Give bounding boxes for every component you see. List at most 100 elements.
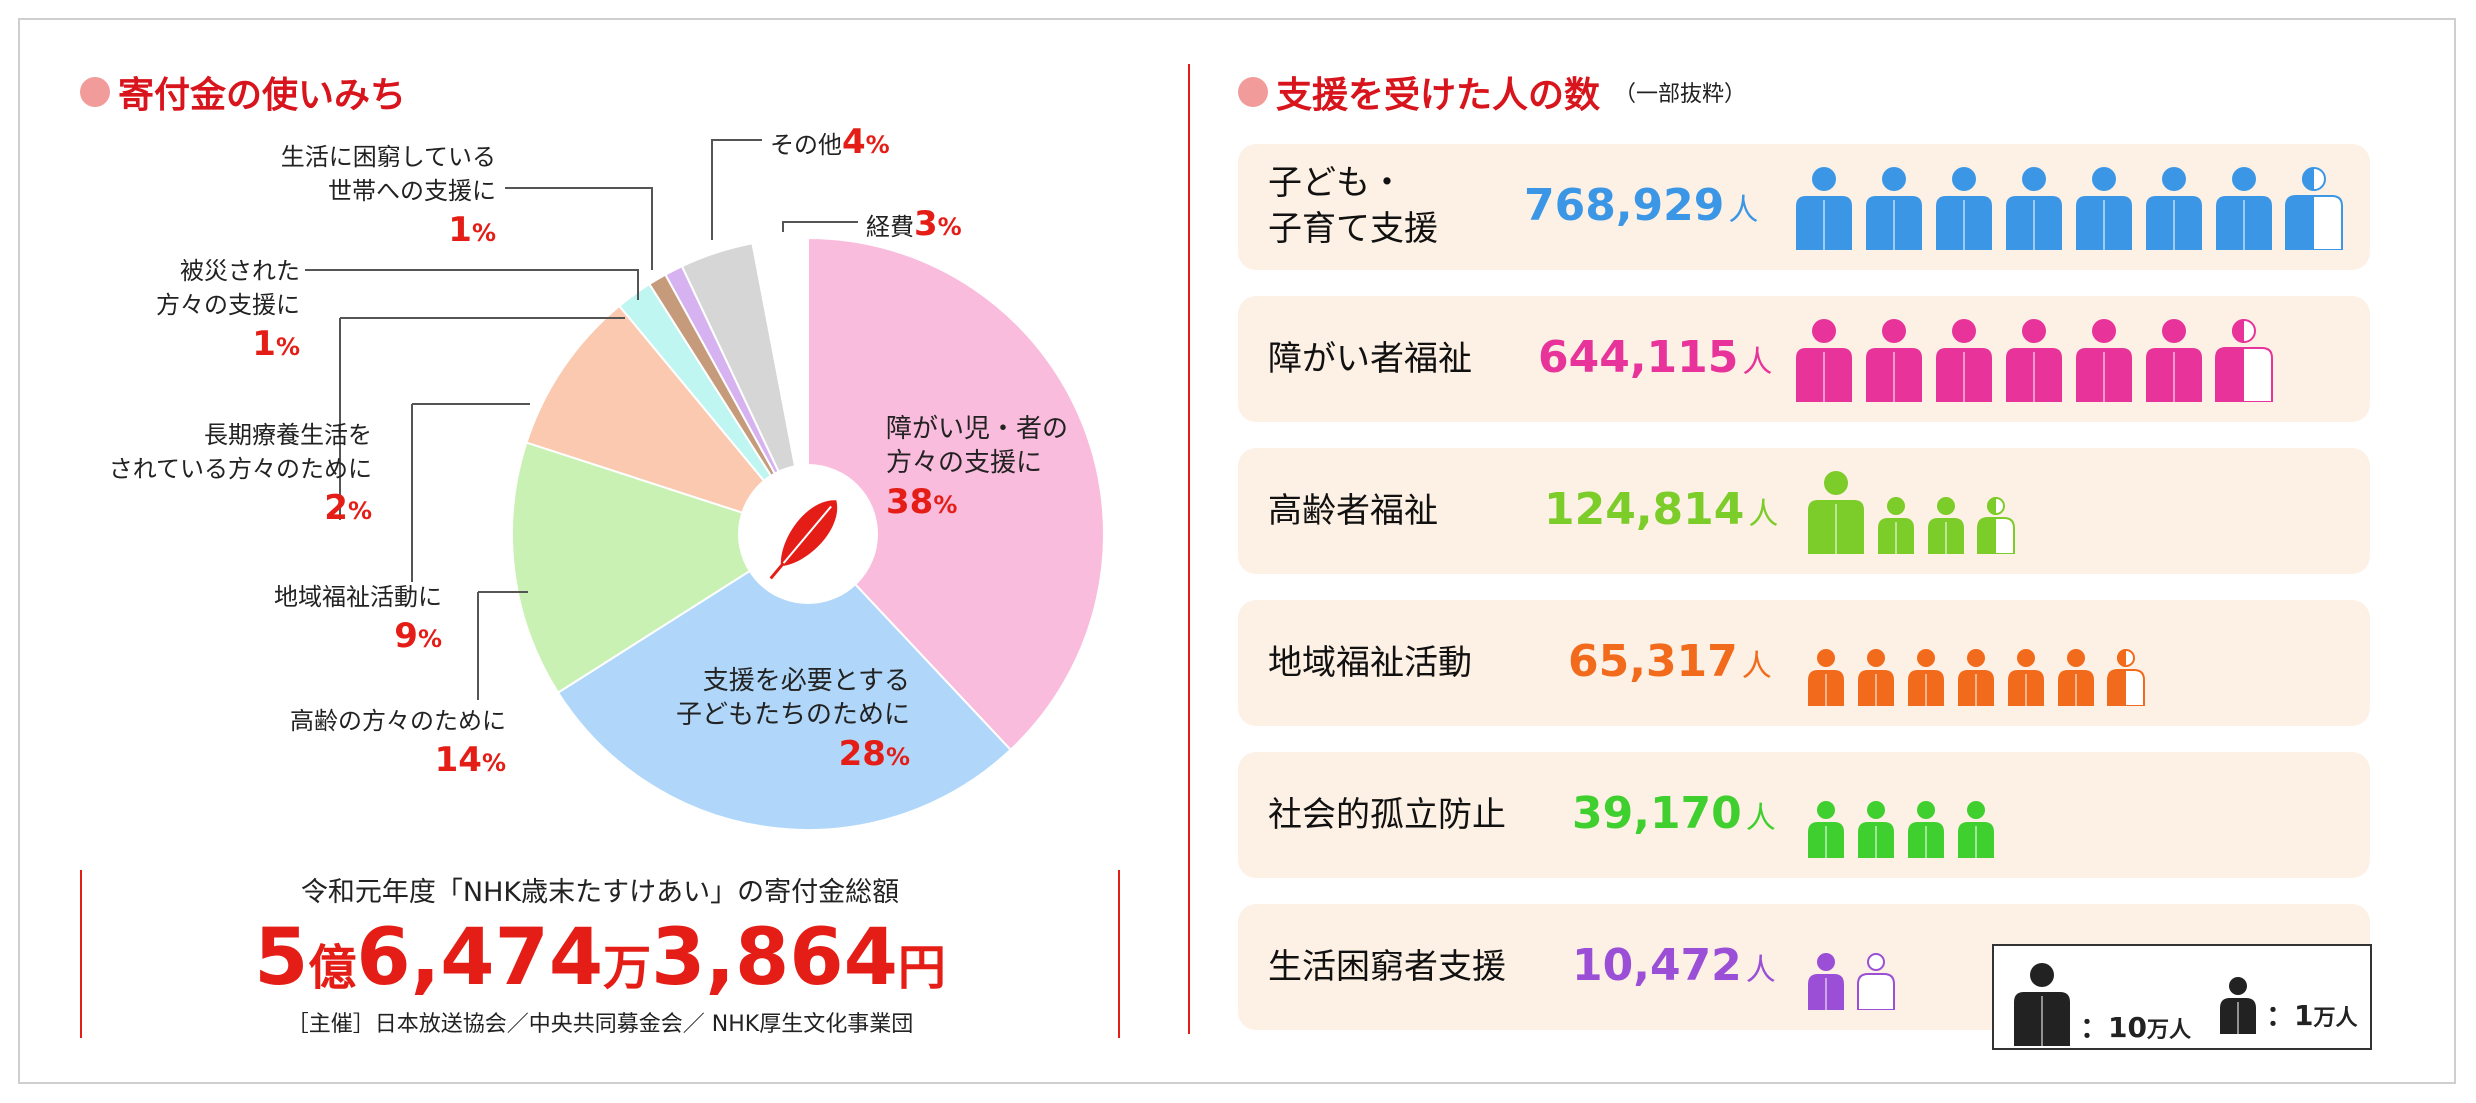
label-kodomo: 支援を必要とする 子どもたちのために 28% <box>676 664 910 779</box>
bullet-dot-icon <box>80 77 110 107</box>
person-small-icon <box>1858 801 1894 858</box>
row-count: 124,814 人 <box>1544 480 1778 545</box>
row-count: 10,472 人 <box>1572 936 1776 1001</box>
row-icons <box>1804 622 2154 706</box>
row-label: 地域福祉活動 <box>1268 643 1472 683</box>
support-row: 子ども・子育て支援 768,929 人 <box>1238 144 2370 270</box>
person-big-icon <box>1936 167 1992 250</box>
label-shougai: 障がい児・者の 方々の支援に 38% <box>886 412 1068 527</box>
person-big-icon <box>1808 471 1864 554</box>
callout-seikatsu: 生活に困窮している 世帯への支援に 1% <box>281 140 496 255</box>
row-count: 644,115 人 <box>1538 328 1772 393</box>
callout-keihi-label: 経費 <box>866 213 914 241</box>
label-shougai-pct: 38% <box>886 482 958 522</box>
row-label: 障がい者福祉 <box>1268 339 1472 379</box>
person-big-icon <box>1936 319 1992 402</box>
person-small-icon <box>1958 649 1994 706</box>
row-label-line1: 子ども・ <box>1268 163 1404 203</box>
callout-koureii: 高齢の方々のために 14% <box>290 704 506 785</box>
row-count-value: 10,472 <box>1572 940 1742 991</box>
total-amount: 5億6,474万3,864円 <box>254 913 946 1003</box>
person-big-icon <box>2076 167 2132 250</box>
callout-keihi-pct: 3% <box>914 204 962 244</box>
total-right-rule <box>1118 870 1120 1038</box>
support-row: 高齢者福祉 124,814 人 <box>1238 448 2370 574</box>
person-big-icon <box>1866 319 1922 402</box>
pie-chart-area: 生活に困窮している 世帯への支援に 1% 被災された 方々の支援に 1% 長期療… <box>0 0 1180 860</box>
person-big-icon <box>2215 319 2273 402</box>
row-count-value: 644,115 <box>1538 332 1739 383</box>
callout-hisai-line1: 被災された <box>180 257 300 285</box>
row-icons <box>1804 470 2024 554</box>
row-label: 子ども・ 子育て支援 <box>1268 160 1438 252</box>
person-big-icon <box>2006 167 2062 250</box>
leader-line-8 <box>711 139 762 240</box>
bullet-dot-icon <box>1238 77 1268 107</box>
callout-hisai-line2: 方々の支援に <box>156 291 300 319</box>
row-count-value: 65,317 <box>1568 636 1738 687</box>
callout-chouki-line2: されている方々のために <box>108 455 372 483</box>
legend-small-text: ：1万人 <box>2266 999 2358 1032</box>
row-count-unit: 人 <box>1748 497 1779 532</box>
left-section-title: 寄付金の使いみち <box>80 66 406 118</box>
total-left-rule <box>80 870 82 1038</box>
callout-sonota: その他4% <box>770 120 890 167</box>
label-kodomo-line1: 支援を必要とする <box>702 666 911 696</box>
person-small-icon <box>1928 497 1964 554</box>
callout-hisai-pct: 1% <box>252 324 300 364</box>
row-icons <box>1804 774 2004 858</box>
row-count-unit: 人 <box>1745 953 1776 988</box>
person-big-icon <box>2146 319 2202 402</box>
legend-big-text: ：10万人 <box>2080 1011 2191 1044</box>
right-section-title: 支援を受けた人の数 （一部抜粋） <box>1238 66 1746 118</box>
row-count: 768,929 人 <box>1524 176 1758 241</box>
person-big-icon <box>2010 962 2074 1050</box>
person-small-icon <box>2216 976 2260 1038</box>
support-row: 地域福祉活動 65,317 人 <box>1238 600 2370 726</box>
pie-slice-2 <box>511 441 811 694</box>
callout-seikatsu-pct: 1% <box>448 210 496 250</box>
row-count: 65,317 人 <box>1568 632 1772 697</box>
row-count-value: 39,170 <box>1572 788 1742 839</box>
leader-line-1 <box>305 269 639 300</box>
callout-chiiki: 地域福祉活動に 9% <box>274 580 442 661</box>
person-small-icon <box>2107 649 2145 706</box>
row-count-value: 124,814 <box>1544 484 1745 535</box>
person-small-icon <box>1958 801 1994 858</box>
total-footer: ［主催］日本放送協会／中央共同募金会／ NHK厚生文化事業団 <box>286 1012 914 1037</box>
section-divider <box>1188 64 1190 1034</box>
leader-line-9 <box>782 221 858 232</box>
label-kodomo-pct: 28% <box>838 734 911 774</box>
row-icons <box>1804 926 1904 1010</box>
person-small-icon <box>1908 801 1944 858</box>
callout-sonota-pct: 4% <box>842 122 890 162</box>
callout-koureii-line1: 高齢の方々のために <box>290 707 506 735</box>
person-big-icon <box>2216 167 2272 250</box>
label-kodomo-line2: 子どもたちのために <box>676 700 911 730</box>
person-small-icon <box>1857 953 1895 1010</box>
callout-chiiki-pct: 9% <box>394 616 442 656</box>
right-title-subtitle: （一部抜粋） <box>1614 82 1747 107</box>
callout-sonota-label: その他 <box>770 131 842 159</box>
person-small-icon <box>1908 649 1944 706</box>
callout-seikatsu-line2: 世帯への支援に <box>328 177 496 205</box>
person-big-icon <box>2146 167 2202 250</box>
person-big-icon <box>1796 167 1852 250</box>
label-shougai-line2: 方々の支援に <box>886 448 1043 478</box>
leader-line-0 <box>505 187 653 270</box>
row-count-unit: 人 <box>1741 649 1772 684</box>
row-label: 生活困窮者支援 <box>1268 947 1506 987</box>
support-row: 社会的孤立防止 39,170 人 <box>1238 752 2370 878</box>
row-label: 高齢者福祉 <box>1268 491 1438 531</box>
row-icons <box>1792 166 2352 250</box>
row-count-unit: 人 <box>1728 193 1759 228</box>
legend-big: ：10万人 <box>2010 962 2191 1050</box>
person-small-icon <box>1808 649 1844 706</box>
row-label-line2: 子育て支援 <box>1268 209 1438 249</box>
person-big-icon <box>2006 319 2062 402</box>
row-icons <box>1792 318 2282 402</box>
total-donation-box: 令和元年度「NHK歳末たすけあい」の寄付金総額 5億6,474万3,864円 ［… <box>80 870 1120 1038</box>
right-title-text: 支援を受けた人の数 <box>1276 75 1601 116</box>
callout-koureii-pct: 14% <box>434 740 506 780</box>
row-count-unit: 人 <box>1745 801 1776 836</box>
